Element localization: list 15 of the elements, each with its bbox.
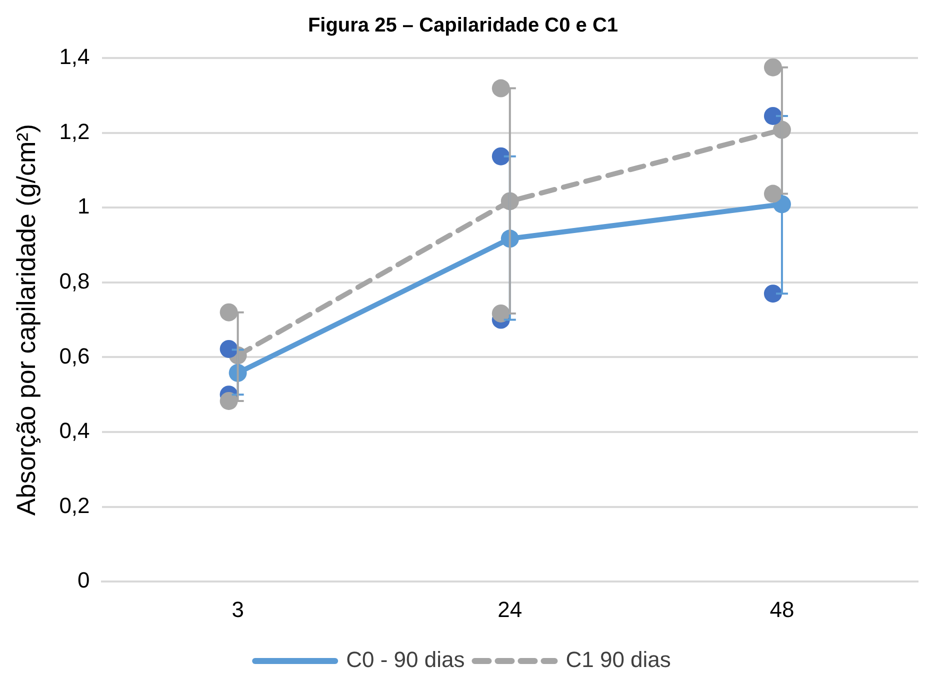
y-tick-label: 0 <box>78 568 90 593</box>
y-tick-label: 1,4 <box>59 44 90 70</box>
legend-label: C1 90 dias <box>566 647 671 672</box>
x-tick-label: 3 <box>232 596 244 622</box>
y-tick-label: 0,6 <box>59 343 90 368</box>
legend-label: C0 - 90 dias <box>346 647 465 672</box>
y-tick-label: 1 <box>78 194 90 219</box>
y-tick-label: 0,2 <box>59 492 90 518</box>
y-axis-title: Absorção por capilaridade (g/cm²) <box>10 124 41 516</box>
y-tick-label: 0,8 <box>59 268 90 294</box>
y-tick-label: 1,2 <box>59 118 90 144</box>
chart-title: Figura 25 – Capilaridade C0 e C1 <box>308 14 618 37</box>
x-tick-label: 48 <box>770 596 794 622</box>
y-tick-label: 0,4 <box>59 418 90 444</box>
x-tick-label: 24 <box>498 596 522 622</box>
